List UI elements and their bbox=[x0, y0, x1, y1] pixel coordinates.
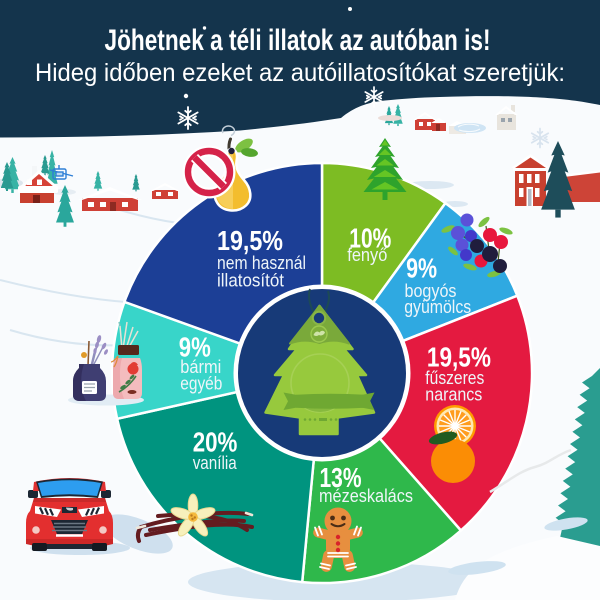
svg-text:9%: 9% bbox=[179, 332, 211, 363]
svg-text:bogyós: bogyós bbox=[405, 281, 457, 301]
svg-text:mézeskalács: mézeskalács bbox=[319, 486, 413, 506]
svg-text:illatosítót: illatosítót bbox=[217, 271, 284, 291]
svg-text:narancs: narancs bbox=[425, 385, 482, 405]
svg-text:Jöhetnek a téli illatok az aut: Jöhetnek a téli illatok az autóban is! bbox=[105, 24, 491, 57]
svg-text:bármi: bármi bbox=[180, 357, 221, 377]
svg-text:vanília: vanília bbox=[193, 453, 238, 473]
svg-text:fűszeres: fűszeres bbox=[425, 368, 484, 388]
svg-text:13%: 13% bbox=[320, 462, 362, 493]
svg-text:gyümölcs: gyümölcs bbox=[404, 297, 471, 317]
svg-text:19,5%: 19,5% bbox=[427, 342, 491, 373]
svg-text:10%: 10% bbox=[349, 223, 391, 254]
svg-text:Hideg időben ezeket az autóill: Hideg időben ezeket az autóillatosítókat… bbox=[35, 59, 565, 87]
svg-text:egyéb: egyéb bbox=[180, 374, 222, 394]
svg-text:20%: 20% bbox=[193, 427, 238, 458]
svg-text:19,5%: 19,5% bbox=[217, 225, 283, 256]
svg-text:fenyő: fenyő bbox=[347, 245, 387, 265]
svg-text:nem használ: nem használ bbox=[217, 253, 306, 273]
svg-text:9%: 9% bbox=[406, 253, 437, 284]
